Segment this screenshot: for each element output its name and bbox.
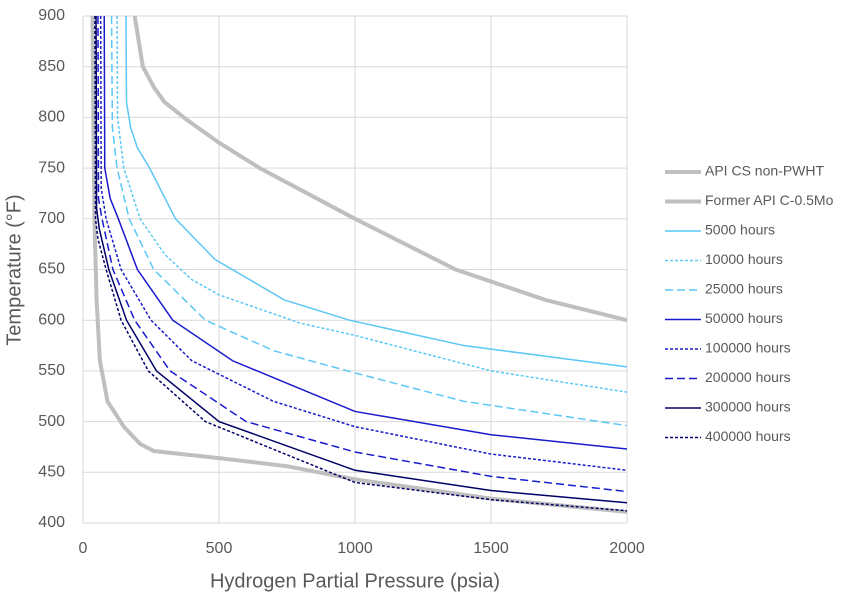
y-tick-label: 900 xyxy=(38,7,65,24)
plot-lines xyxy=(90,16,627,514)
legend-label: 400000 hours xyxy=(705,428,791,444)
legend-label: 100000 hours xyxy=(705,340,791,356)
y-tick-label: 850 xyxy=(38,58,65,75)
y-tick-label: 600 xyxy=(38,311,65,328)
x-tick-label: 0 xyxy=(79,540,88,557)
series-line xyxy=(103,16,627,450)
legend-label: API CS non-PWHT xyxy=(705,163,824,179)
legend-label: 200000 hours xyxy=(705,369,791,385)
y-tick-label: 400 xyxy=(38,514,65,531)
series-line xyxy=(99,16,627,472)
legend-label: Former API C-0.5Mo xyxy=(705,192,834,208)
x-tick-label: 2000 xyxy=(609,540,645,557)
x-axis-title: Hydrogen Partial Pressure (psia) xyxy=(210,570,500,592)
series-line xyxy=(116,16,627,393)
legend-label: 50000 hours xyxy=(705,310,783,326)
y-axis-title: Temperature (°F) xyxy=(3,194,25,345)
series-line xyxy=(97,16,627,493)
x-tick-label: 500 xyxy=(206,540,233,557)
legend-label: 5000 hours xyxy=(705,222,775,238)
y-tick-label: 700 xyxy=(38,210,65,227)
legend-label: 300000 hours xyxy=(705,399,791,415)
series-line xyxy=(125,16,627,368)
y-tick-label: 650 xyxy=(38,261,65,278)
y-tick-label: 450 xyxy=(38,464,65,481)
y-tick-label: 800 xyxy=(38,109,65,126)
y-tick-label: 550 xyxy=(38,362,65,379)
series-line xyxy=(132,16,627,323)
y-tick-label: 750 xyxy=(38,159,65,176)
legend-label: 25000 hours xyxy=(705,281,783,297)
y-tick-label: 500 xyxy=(38,413,65,430)
series-line xyxy=(94,16,627,512)
series-line xyxy=(95,16,627,504)
series-line xyxy=(110,16,627,427)
legend-label: 10000 hours xyxy=(705,251,783,267)
series-line xyxy=(90,16,627,514)
x-tick-label: 1500 xyxy=(473,540,509,557)
x-tick-label: 1000 xyxy=(337,540,373,557)
